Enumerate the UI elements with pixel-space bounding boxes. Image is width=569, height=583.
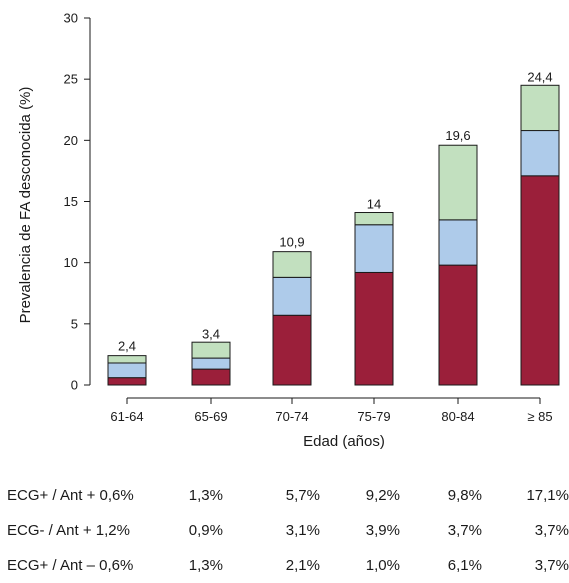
table-row: ECG- / Ant + 1,2% 0,9% 3,1% 3,9% 3,7% 3,7%: [0, 522, 569, 542]
bar-segment: [438, 264, 478, 386]
y-tick-label: 5: [71, 316, 78, 331]
x-tick-label: ≥ 85: [527, 409, 552, 424]
bar-segment: [520, 84, 560, 132]
bar-segment: [107, 362, 147, 379]
bar-segment: [272, 251, 312, 278]
x-axis-label: Edad (años): [303, 433, 385, 450]
bar-segment: [272, 314, 312, 386]
bar-total-label: 19,6: [445, 128, 470, 143]
table-cell: 3,1%: [285, 522, 320, 539]
series-name: ECG+ / Ant – 0,6%: [7, 557, 134, 574]
bar-segment: [354, 224, 394, 273]
series-name: ECG+ / Ant + 0,6%: [7, 487, 134, 504]
bar-total-label: 14: [367, 197, 381, 212]
bar-segment: [354, 271, 394, 386]
bar-segment: [107, 377, 147, 386]
table-cell: 17,1%: [526, 487, 569, 504]
bar-segment: [191, 368, 231, 386]
series-name: ECG- / Ant + 1,2%: [7, 522, 130, 539]
table-cell: 0,9%: [188, 522, 223, 539]
table-row: ECG+ / Ant + 0,6% 1,3% 5,7% 9,2% 9,8% 17,1%: [0, 487, 569, 507]
table-cell: 3,9%: [365, 522, 400, 539]
bar-segment: [107, 355, 147, 364]
table-cell: 1,3%: [188, 487, 223, 504]
bar-segment: [438, 219, 478, 266]
y-tick-label: 15: [64, 194, 78, 209]
y-axis: 0 5 10 15 20 25 30: [64, 11, 91, 393]
table-cell: 3,7%: [447, 522, 482, 539]
bar-segment: [191, 341, 231, 359]
bar-total-label: 10,9: [279, 235, 304, 250]
table-cell: 9,2%: [365, 487, 400, 504]
bar-segment: [520, 175, 560, 386]
x-axis: 61-64 65-69 70-74 75-79 80-84 ≥ 85: [110, 397, 553, 424]
bar-segment: [354, 212, 394, 226]
bar-segment: [438, 144, 478, 221]
bar-segment: [191, 357, 231, 370]
table-cell: 9,8%: [447, 487, 482, 504]
x-tick-label: 80-84: [441, 409, 474, 424]
bar-segment: [520, 130, 560, 177]
table-cell: 1,3%: [188, 557, 223, 574]
y-tick-label: 10: [64, 255, 78, 270]
bar-total-label: 2,4: [118, 339, 136, 354]
bar-segment: [272, 276, 312, 316]
x-tick-label: 70-74: [275, 409, 308, 424]
table-row: ECG+ / Ant – 0,6% 1,3% 2,1% 1,0% 6,1% 3,7%: [0, 557, 569, 577]
bars: 2,4 3,4 10,9 14 19,6 24,4: [107, 70, 560, 386]
table-cell: 6,1%: [447, 557, 482, 574]
y-tick-label: 0: [71, 378, 78, 393]
table-cell: 3,7%: [534, 557, 569, 574]
y-axis-label: Prevalencia de FA desconocida (%): [17, 87, 34, 324]
table-cell: 1,0%: [365, 557, 400, 574]
table-cell: 3,7%: [534, 522, 569, 539]
table-cell: 2,1%: [285, 557, 320, 574]
x-tick-label: 61-64: [110, 409, 143, 424]
bar-total-label: 24,4: [527, 70, 552, 85]
y-tick-label: 30: [64, 11, 78, 26]
y-tick-label: 25: [64, 72, 78, 87]
table-cell: 5,7%: [285, 487, 320, 504]
y-tick-label: 20: [64, 133, 78, 148]
x-tick-label: 75-79: [357, 409, 390, 424]
bar-total-label: 3,4: [202, 326, 220, 341]
x-tick-label: 65-69: [194, 409, 227, 424]
